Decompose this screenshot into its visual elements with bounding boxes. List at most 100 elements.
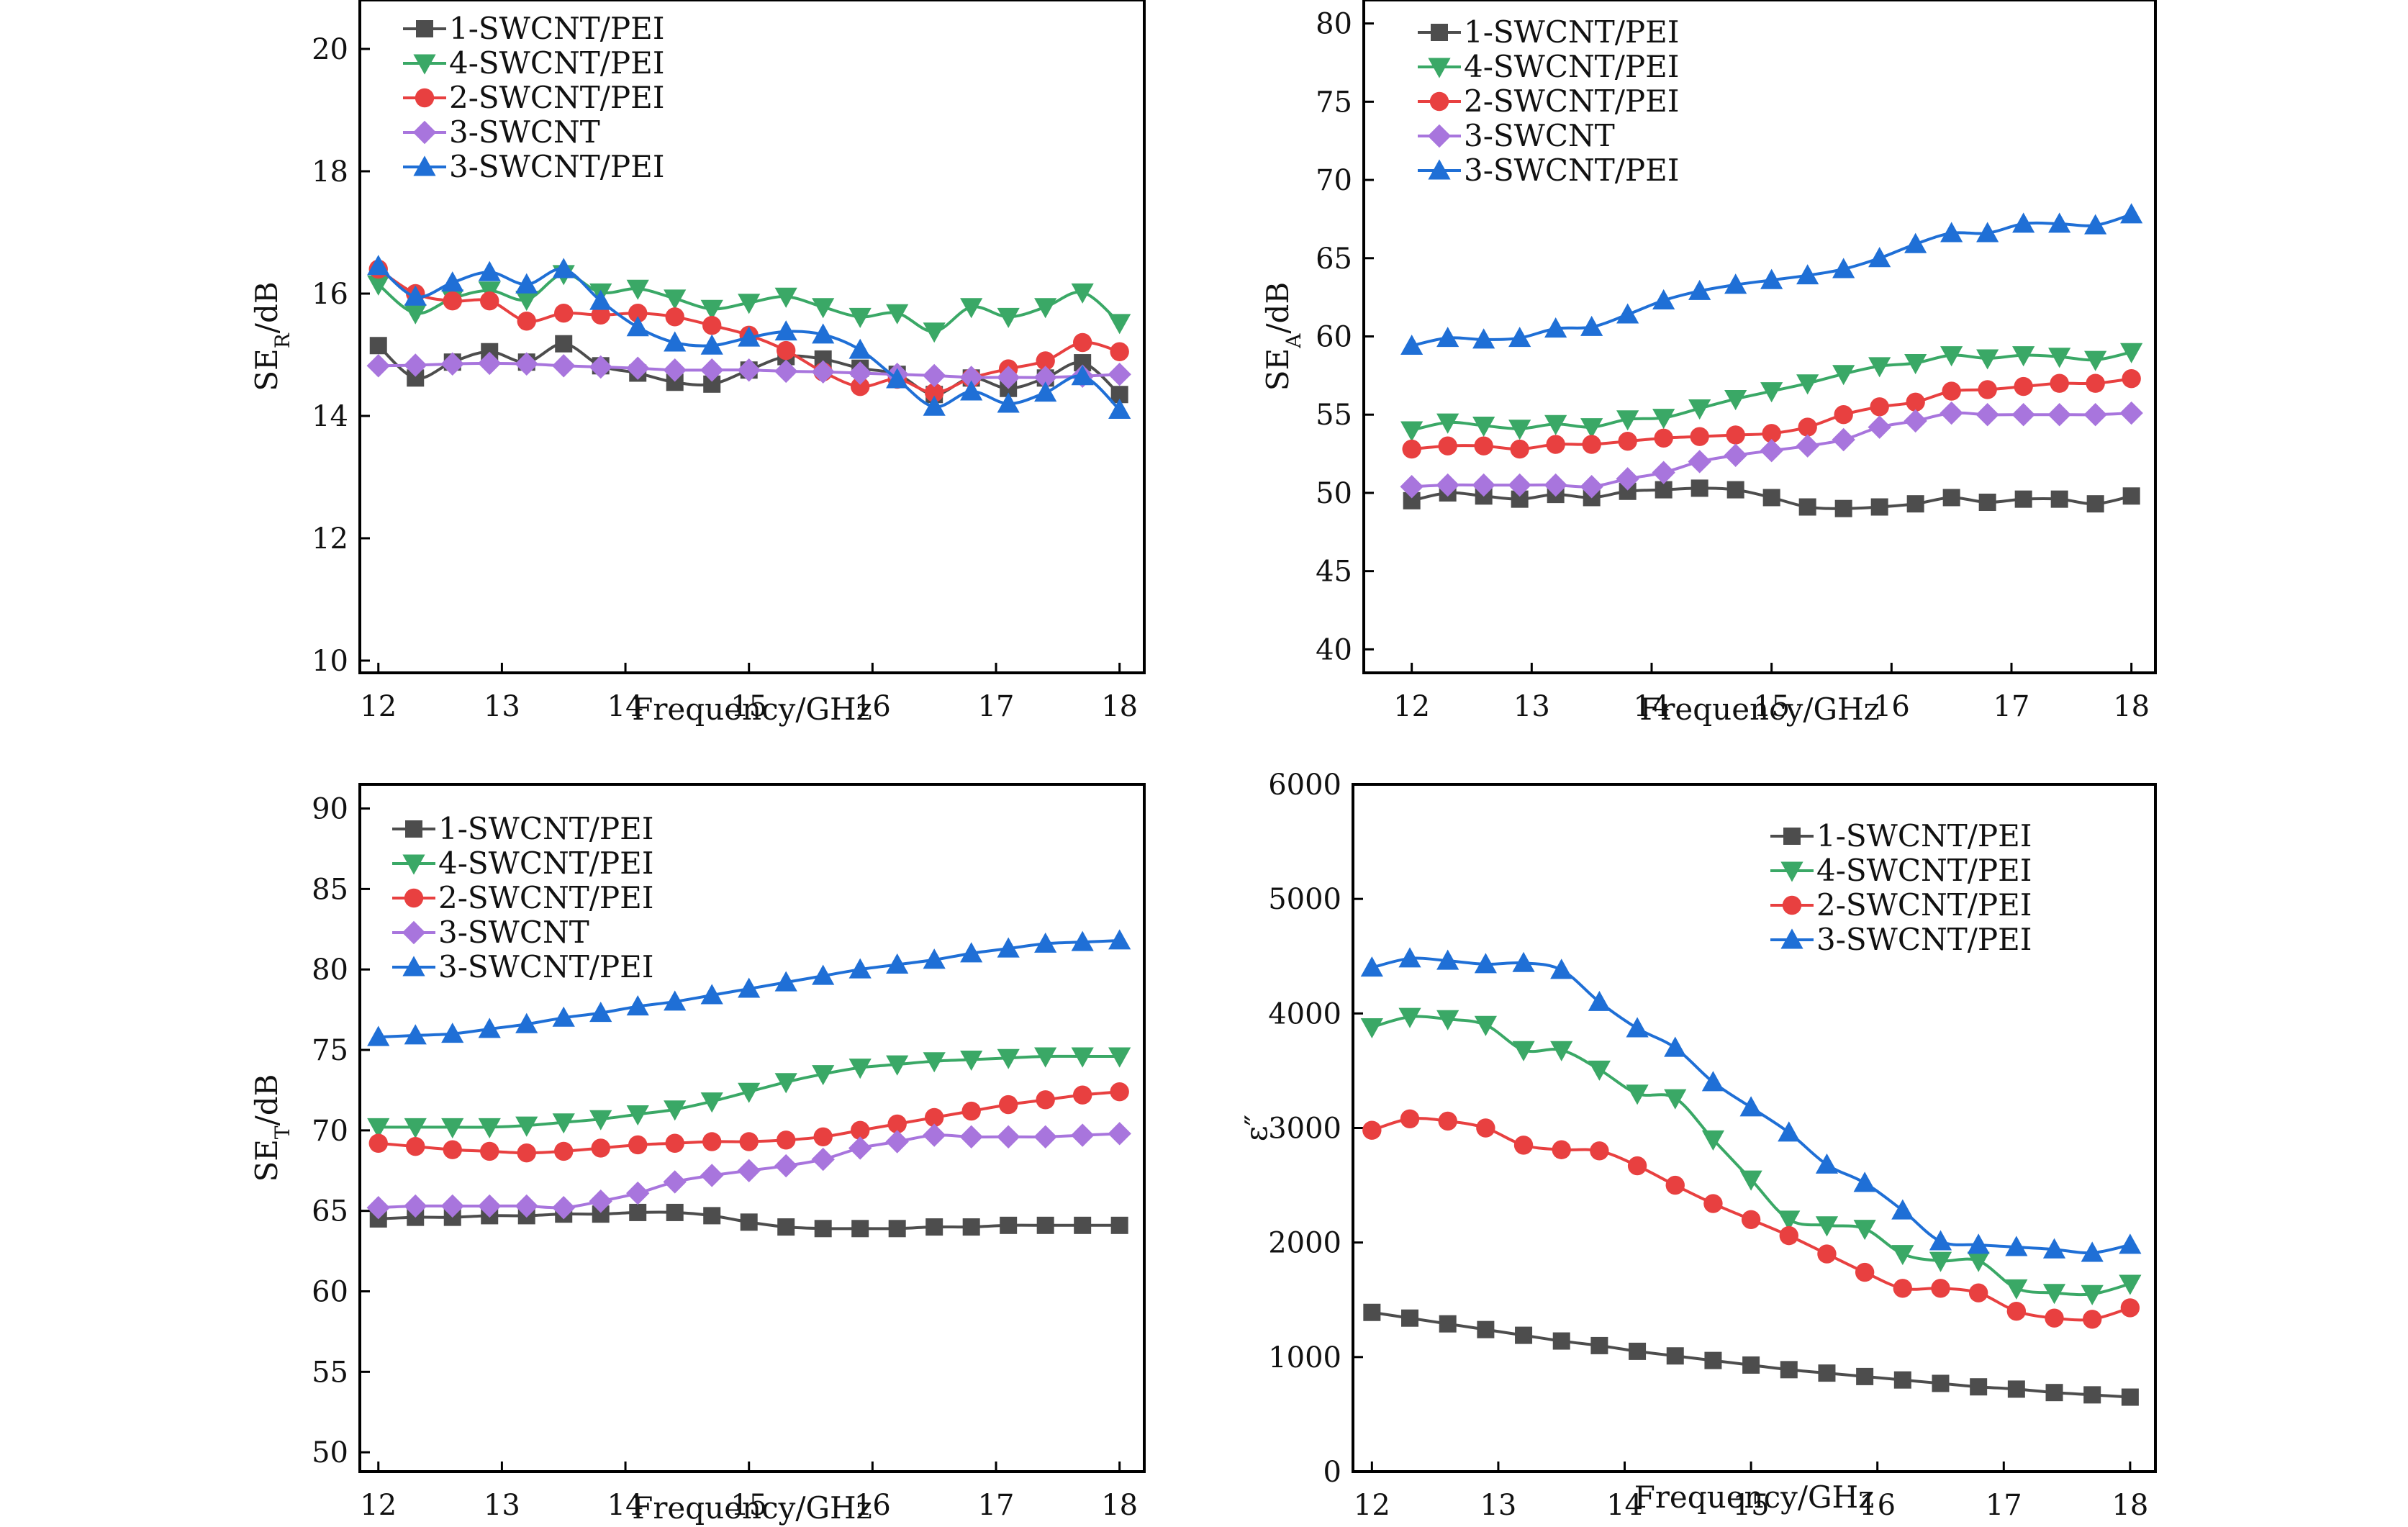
data-point bbox=[1904, 232, 1927, 253]
data-point bbox=[1588, 1060, 1611, 1081]
y-tick-label: 50 bbox=[1316, 477, 1352, 510]
data-point bbox=[1508, 327, 1531, 348]
data-point bbox=[1436, 413, 1459, 434]
series-3-swcnt bbox=[366, 1122, 1131, 1220]
legend-item: 1-SWCNT/PEI bbox=[403, 11, 664, 46]
y-tick-label: 5000 bbox=[1268, 883, 1341, 916]
data-point bbox=[666, 1203, 684, 1221]
data-point bbox=[589, 1190, 612, 1213]
data-point bbox=[554, 304, 574, 323]
data-point bbox=[1626, 1084, 1649, 1105]
data-point bbox=[1868, 247, 1891, 268]
data-point bbox=[1108, 1122, 1131, 1146]
data-point bbox=[1976, 349, 1999, 370]
data-point bbox=[998, 1095, 1018, 1115]
data-point bbox=[1652, 461, 1675, 484]
data-point bbox=[591, 305, 610, 325]
data-point bbox=[552, 354, 576, 378]
y-tick-label: 90 bbox=[312, 793, 348, 826]
data-point bbox=[1472, 416, 1495, 438]
legend-item: 3-SWCNT bbox=[1418, 118, 1615, 153]
data-point bbox=[2119, 401, 2143, 425]
data-point bbox=[2012, 346, 2035, 367]
data-point bbox=[1664, 1089, 1687, 1110]
data-point bbox=[702, 316, 722, 335]
data-point bbox=[441, 271, 464, 292]
data-point bbox=[1796, 264, 1819, 285]
data-point bbox=[1544, 473, 1567, 497]
data-point bbox=[626, 1181, 650, 1205]
legend-item: 2-SWCNT/PEI bbox=[1418, 83, 1679, 119]
data-point bbox=[1868, 357, 1891, 378]
data-point bbox=[1108, 398, 1131, 419]
x-tick-label: 14 bbox=[1606, 1489, 1643, 1522]
data-point bbox=[515, 291, 538, 312]
data-point bbox=[1360, 1018, 1383, 1039]
data-point bbox=[1891, 1199, 1914, 1220]
data-point bbox=[1438, 436, 1457, 456]
data-point bbox=[478, 260, 501, 281]
data-point bbox=[1870, 498, 1888, 516]
data-point bbox=[404, 1024, 427, 1045]
chart-panel-top-right: 12 13 14 15 16 17 18 40 45 50 55 60 65 70 75 80 Frequenc… bbox=[1260, 0, 2157, 727]
data-point bbox=[552, 1006, 575, 1027]
data-point bbox=[1904, 353, 1927, 375]
legend-marker bbox=[1783, 828, 1801, 845]
data-point bbox=[959, 366, 983, 389]
data-point bbox=[2120, 1298, 2140, 1318]
series-1-swcnt-pei bbox=[1403, 479, 2140, 517]
data-point bbox=[1034, 381, 1057, 402]
x-tick-label: 14 bbox=[607, 690, 644, 723]
data-point bbox=[1701, 1071, 1725, 1092]
legend-item: 4-SWCNT/PEI bbox=[1418, 49, 1679, 84]
y-tick-label: 40 bbox=[1316, 633, 1352, 666]
data-point bbox=[1071, 283, 1094, 304]
legend-label: 1-SWCNT/PEI bbox=[1464, 14, 1679, 50]
y-tick-label: 65 bbox=[312, 1195, 348, 1228]
data-point bbox=[812, 298, 835, 319]
x-tick-label: 15 bbox=[1733, 1489, 1770, 1522]
data-point bbox=[665, 307, 684, 327]
data-point bbox=[1818, 1364, 1836, 1382]
data-point bbox=[996, 366, 1020, 389]
data-point bbox=[367, 275, 390, 296]
data-point bbox=[367, 1118, 390, 1138]
x-tick-label: 18 bbox=[2111, 1489, 2148, 1522]
series-3-swcnt-pei bbox=[367, 255, 1131, 419]
data-point bbox=[1034, 932, 1057, 953]
data-point bbox=[703, 1207, 721, 1225]
data-point bbox=[1360, 956, 1383, 977]
legend-marker bbox=[416, 20, 433, 37]
data-point bbox=[1796, 374, 1819, 395]
series-3-swcnt-pei bbox=[367, 929, 1131, 1046]
data-point bbox=[589, 355, 612, 379]
data-point bbox=[700, 334, 723, 355]
data-point bbox=[626, 356, 650, 380]
legend-label: 3-SWCNT bbox=[449, 114, 600, 150]
data-point bbox=[1906, 392, 1925, 412]
x-tick-label: 17 bbox=[1993, 690, 2030, 723]
data-point bbox=[480, 291, 499, 311]
data-point bbox=[1940, 222, 1963, 243]
x-tick-label: 13 bbox=[484, 1489, 520, 1522]
data-point bbox=[1778, 1210, 1801, 1231]
data-point bbox=[1510, 439, 1529, 459]
legend-label: 1-SWCNT/PEI bbox=[1816, 818, 2032, 853]
data-point bbox=[1362, 1120, 1382, 1140]
data-point bbox=[997, 1048, 1020, 1069]
legend-marker bbox=[412, 120, 437, 145]
y-tick-label: 55 bbox=[312, 1356, 348, 1389]
data-point bbox=[552, 1196, 576, 1220]
x-tick-label: 12 bbox=[360, 1489, 397, 1522]
y-axis-title: SER/dB bbox=[249, 281, 294, 391]
data-point bbox=[1472, 328, 1495, 349]
data-point bbox=[1400, 475, 1423, 499]
x-tick-label: 16 bbox=[1859, 1489, 1896, 1522]
data-point bbox=[2122, 487, 2140, 505]
data-point bbox=[1071, 365, 1094, 386]
data-point bbox=[1724, 443, 1747, 467]
x-tick-label: 13 bbox=[1513, 690, 1550, 723]
data-point bbox=[1798, 498, 1816, 516]
data-point bbox=[626, 279, 649, 300]
data-point bbox=[2119, 1274, 2142, 1295]
